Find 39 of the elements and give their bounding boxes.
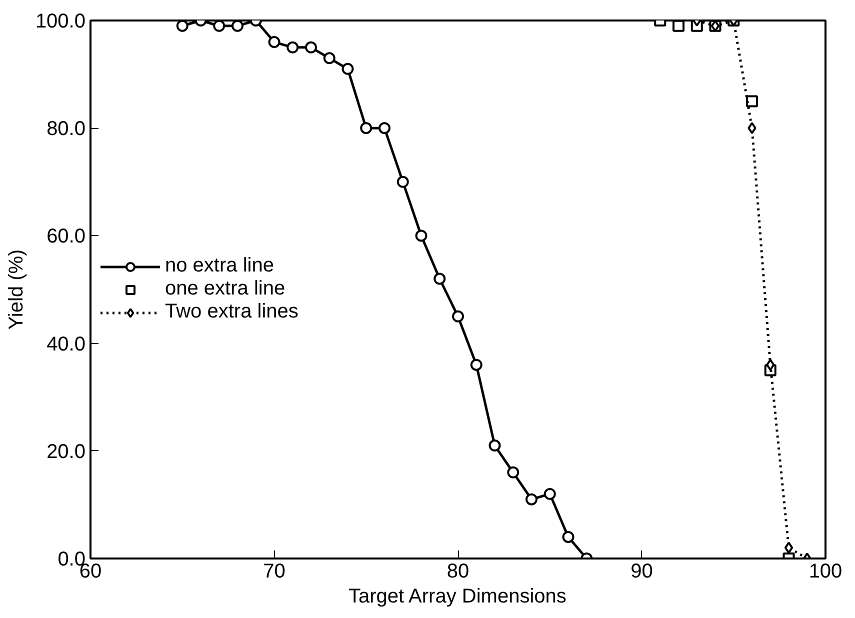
point xyxy=(378,122,390,134)
point xyxy=(323,52,336,64)
point xyxy=(766,358,775,371)
x-tick-label: 90 xyxy=(630,560,653,582)
point xyxy=(544,488,556,500)
legend-label: no extra line xyxy=(165,254,274,278)
point xyxy=(452,310,464,322)
x-tick-label: 100 xyxy=(808,560,842,582)
legend-label: Two extra lines xyxy=(165,300,298,324)
point xyxy=(176,20,188,32)
point xyxy=(488,440,501,452)
point xyxy=(470,358,482,371)
point xyxy=(268,36,280,48)
point xyxy=(232,20,244,32)
point xyxy=(396,176,409,188)
point xyxy=(784,542,794,554)
point xyxy=(507,466,520,478)
point xyxy=(746,95,758,108)
point xyxy=(305,41,317,54)
y-tick-label: 60.0 xyxy=(46,226,86,248)
y-tick-label: 20.0 xyxy=(46,440,86,463)
y-tick-label: 40.0 xyxy=(46,333,86,356)
point xyxy=(415,230,428,242)
x-tick-label: 70 xyxy=(263,560,286,582)
point xyxy=(748,122,756,134)
y-axis-title: Yield (%) xyxy=(5,249,28,330)
y-tick-label: 100.0 xyxy=(35,10,86,32)
point xyxy=(562,530,574,543)
point xyxy=(360,122,372,134)
x-axis-title: Target Array Dimensions xyxy=(348,586,566,608)
point xyxy=(342,62,354,75)
point xyxy=(672,20,684,32)
point xyxy=(286,41,299,54)
y-tick-label: 80.0 xyxy=(46,118,86,140)
point xyxy=(526,493,538,506)
point xyxy=(213,20,226,32)
x-tick-label: 80 xyxy=(446,560,470,582)
point xyxy=(434,272,446,285)
legend-label: one extra line xyxy=(165,278,286,300)
